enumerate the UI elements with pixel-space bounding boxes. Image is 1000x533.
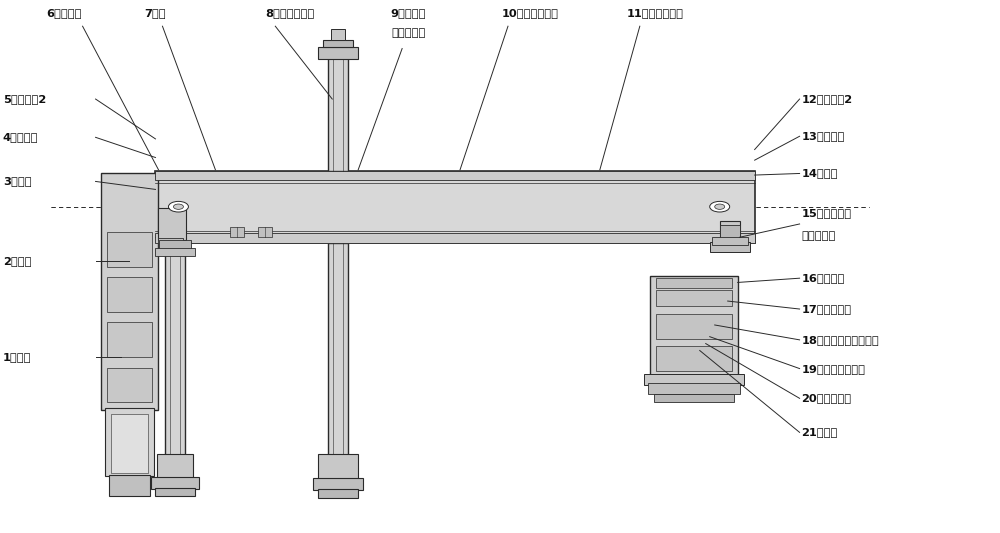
Bar [105, 408, 154, 477]
Text: 17右纵移齿轮: 17右纵移齿轮 [802, 304, 852, 314]
Bar [157, 454, 193, 479]
Circle shape [168, 201, 188, 212]
Bar [159, 240, 191, 249]
Text: 12右连接座2: 12右连接座2 [802, 94, 853, 104]
Bar [230, 227, 244, 237]
Bar [155, 171, 755, 180]
Circle shape [710, 201, 730, 212]
Text: 21右导轨: 21右导轨 [802, 427, 838, 438]
Text: 7横梁: 7横梁 [145, 8, 166, 18]
Bar [720, 225, 740, 238]
Bar [331, 29, 345, 39]
Text: 电机减速机: 电机减速机 [391, 28, 425, 38]
Bar [318, 489, 358, 498]
Circle shape [715, 204, 725, 209]
Bar [155, 248, 195, 256]
Text: 16限位装置: 16限位装置 [802, 273, 845, 283]
Bar [258, 227, 272, 237]
Bar [323, 39, 353, 47]
Bar [650, 276, 738, 375]
Bar [107, 368, 152, 402]
Text: 2左滚轮: 2左滚轮 [3, 256, 31, 266]
Bar [656, 346, 732, 371]
Text: 9横移伺服: 9横移伺服 [390, 8, 426, 18]
Bar [158, 208, 186, 240]
Bar [107, 232, 152, 266]
Bar [107, 322, 152, 357]
Bar [155, 233, 755, 243]
Text: 18右纵移直线导轨滑块: 18右纵移直线导轨滑块 [802, 335, 879, 345]
Bar [654, 393, 734, 402]
Bar [158, 238, 183, 248]
Bar [109, 475, 150, 496]
Bar [155, 171, 755, 243]
Bar [165, 243, 185, 455]
Bar [318, 47, 358, 59]
Bar [720, 221, 740, 243]
Text: 11横移电线导轨: 11横移电线导轨 [626, 8, 683, 18]
Text: 19右纵梁直线导轨: 19右纵梁直线导轨 [802, 364, 866, 374]
Bar [644, 374, 744, 385]
Text: 8横移限位装置: 8横移限位装置 [266, 8, 315, 18]
Text: 14右支撑: 14右支撑 [802, 168, 838, 179]
Bar [155, 488, 195, 496]
Bar [656, 314, 732, 340]
Bar [151, 477, 199, 489]
Bar [101, 173, 158, 410]
Text: 20右纵梁齿条: 20右纵梁齿条 [802, 393, 852, 403]
Bar [648, 383, 740, 394]
Bar [313, 478, 363, 490]
Bar [328, 243, 348, 455]
Bar [656, 278, 732, 288]
Bar [111, 414, 148, 473]
Bar [656, 290, 732, 306]
Bar [710, 241, 750, 252]
Bar [328, 49, 348, 171]
Bar [107, 277, 152, 312]
Text: 电机减速机: 电机减速机 [802, 231, 836, 241]
Text: 6横梁齿条: 6横梁齿条 [46, 8, 81, 18]
Bar [318, 454, 358, 479]
Text: 5左连接座2: 5左连接座2 [3, 94, 46, 104]
Text: 4左连接座: 4左连接座 [3, 132, 38, 142]
Bar [712, 237, 748, 245]
Text: 13右连接座: 13右连接座 [802, 131, 845, 141]
Text: 15右纵梁伺服: 15右纵梁伺服 [802, 208, 852, 219]
Text: 10横梁直线导轨: 10横梁直线导轨 [501, 8, 558, 18]
Text: 3左支撑: 3左支撑 [3, 176, 31, 187]
Circle shape [173, 204, 183, 209]
Text: 1左导轨: 1左导轨 [3, 352, 31, 362]
